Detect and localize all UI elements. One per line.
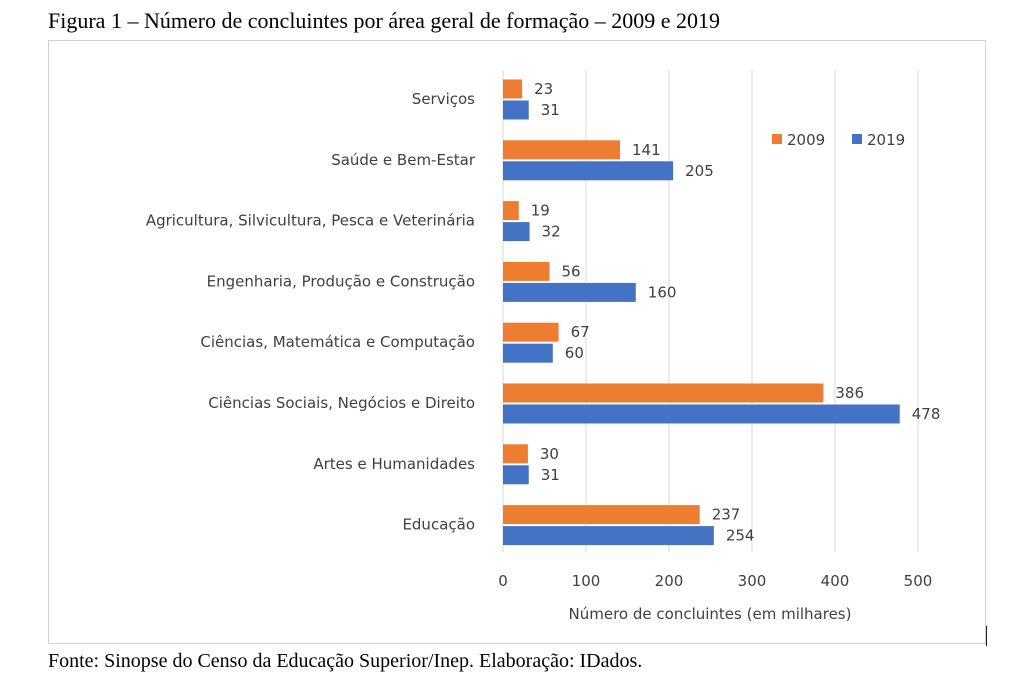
frame-tick-mark [986,626,987,646]
data-label: 386 [835,384,864,402]
labels: 0 100 200 300 400 500 Serviços 23 31 Saúde e Bem-… [146,80,941,590]
data-label: 160 [648,283,677,301]
category-label: Educação [402,516,475,534]
chart-frame [48,40,986,644]
category-label: Serviços [412,90,475,108]
x-tick-label: 400 [821,572,850,590]
bar-2019 [503,343,553,363]
category-label: Artes e Humanidades [313,455,475,473]
bar-2019 [503,526,714,546]
data-label: 237 [712,506,741,524]
legend-label: 2009 [787,131,825,149]
bar-2009 [503,261,550,281]
legend-swatch-2019 [852,134,862,144]
x-tick-label: 0 [498,572,508,590]
category-label: Engenharia, Produção e Construção [207,272,475,290]
legend: 2009 2019 [772,131,905,149]
bar-2019 [503,161,674,181]
data-label: 23 [534,80,553,98]
bar-2019 [503,404,900,424]
bars [503,79,900,546]
data-label: 478 [912,405,941,423]
bar-2009 [503,79,523,99]
bar-2019 [503,282,636,302]
data-label: 56 [561,262,580,280]
figure-title: Figura 1 – Número de concluintes por áre… [48,8,720,33]
data-label: 60 [565,344,584,362]
bar-2019 [503,222,530,242]
x-tick-label: 500 [904,572,933,590]
bar-2009 [503,140,621,160]
data-label: 205 [685,162,714,180]
category-label: Ciências Sociais, Negócios e Direito [208,394,475,412]
data-label: 32 [542,223,561,241]
x-tick-label: 200 [655,572,684,590]
data-label: 31 [541,466,560,484]
legend-swatch-2009 [772,134,782,144]
data-label: 30 [540,445,559,463]
category-label: Saúde e Bem-Estar [331,151,476,169]
bar-2009 [503,201,519,221]
data-label: 67 [571,323,590,341]
data-label: 31 [541,101,560,119]
data-label: 141 [632,141,661,159]
data-label: 254 [726,527,755,545]
x-tick-label: 300 [738,572,767,590]
x-tick-label: 100 [572,572,601,590]
bar-2009 [503,505,700,525]
category-label: Ciências, Matemática e Computação [200,333,475,351]
bar-2009 [503,383,824,403]
data-label: 19 [531,202,550,220]
bar-2009 [503,322,559,342]
legend-label: 2019 [867,131,905,149]
category-label: Agricultura, Silvicultura, Pesca e Veter… [146,212,475,230]
source-note: Fonte: Sinopse do Censo da Educação Supe… [48,650,643,672]
bar-2019 [503,465,529,485]
x-axis-title: Número de concluintes (em milhares) [569,605,852,623]
bar-2019 [503,100,529,120]
bar-2009 [503,444,528,464]
